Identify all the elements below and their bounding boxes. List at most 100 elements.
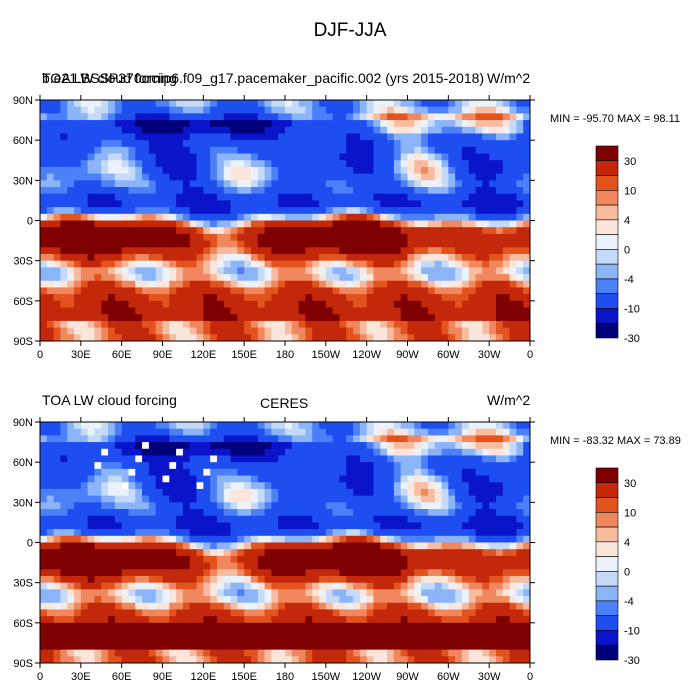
field-cell	[60, 320, 68, 329]
field-cell	[495, 220, 504, 228]
field-cell	[250, 482, 259, 490]
field-cell	[155, 327, 163, 335]
field-cell	[182, 260, 191, 268]
field-cell	[162, 495, 170, 503]
field-cell	[407, 320, 415, 329]
field-cell	[94, 133, 102, 141]
field-cell	[60, 502, 68, 510]
field-cell	[237, 100, 245, 108]
field-cell	[325, 509, 334, 517]
field-cell	[135, 100, 143, 108]
field-cell	[346, 133, 354, 141]
field-cell	[169, 126, 177, 134]
field-cell	[339, 294, 347, 302]
field-cell	[509, 133, 517, 141]
field-cell	[264, 153, 272, 161]
field-cell	[80, 294, 89, 302]
field-cell	[189, 475, 197, 483]
field-cell	[373, 294, 381, 302]
field-cell	[155, 294, 163, 302]
field-cell	[271, 280, 279, 288]
field-cell	[237, 482, 245, 490]
field-cell	[434, 180, 442, 188]
field-cell	[455, 240, 463, 248]
field-cell	[135, 187, 143, 195]
field-cell	[448, 100, 456, 108]
field-cell	[162, 575, 170, 584]
field-cell	[489, 247, 497, 255]
field-cell	[87, 106, 95, 114]
field-cell	[250, 260, 259, 268]
field-cell	[380, 207, 388, 215]
field-cell	[271, 253, 279, 262]
field-cell	[278, 166, 286, 175]
field-cell	[312, 140, 320, 148]
field-cell	[278, 193, 286, 201]
field-cell	[495, 146, 504, 154]
field-cell	[230, 146, 238, 154]
field-cell	[271, 502, 279, 510]
field-cell	[114, 100, 123, 108]
field-cell	[489, 180, 497, 188]
field-cell	[489, 428, 497, 436]
field-cell	[74, 120, 82, 128]
field-cell	[128, 575, 136, 584]
field-cell	[223, 300, 231, 308]
field-cell	[346, 247, 354, 255]
field-cell	[250, 287, 259, 295]
field-cell	[495, 260, 504, 268]
field-cell	[421, 422, 429, 430]
field-cell	[509, 106, 517, 114]
field-cell	[285, 629, 293, 637]
field-cell	[346, 207, 354, 215]
field-cell	[407, 227, 415, 235]
field-cell	[319, 133, 327, 141]
field-cell	[74, 274, 82, 282]
field-cell	[169, 555, 177, 563]
field-cell	[244, 422, 252, 430]
field-cell	[298, 207, 306, 215]
field-cell	[285, 582, 293, 590]
field-cell	[203, 166, 211, 175]
field-cell	[74, 233, 82, 241]
field-cell	[407, 106, 415, 114]
field-cell	[468, 126, 476, 134]
field-cell	[46, 455, 55, 463]
field-cell	[516, 187, 524, 195]
field-cell	[305, 300, 313, 308]
field-cell	[155, 133, 163, 141]
field-cell	[230, 535, 238, 543]
field-cell	[216, 488, 225, 497]
field-cell	[495, 320, 504, 329]
field-cell	[148, 488, 157, 497]
field-cell	[182, 274, 191, 282]
field-cell	[182, 535, 191, 543]
field-cell	[475, 153, 483, 161]
field-cell	[298, 502, 306, 510]
field-cell	[271, 569, 279, 577]
field-cell	[366, 515, 374, 523]
field-cell	[257, 448, 265, 456]
field-cell	[74, 140, 82, 148]
field-cell	[305, 240, 313, 248]
field-cell	[502, 133, 510, 141]
field-cell	[359, 522, 368, 530]
field-cell	[332, 294, 340, 302]
field-cell	[407, 146, 415, 154]
field-cell	[407, 428, 415, 436]
field-cell	[250, 300, 259, 308]
field-cell	[257, 327, 265, 335]
field-cell	[339, 173, 347, 181]
field-cell	[264, 113, 272, 121]
field-cell	[489, 468, 497, 476]
field-cell	[271, 146, 279, 154]
field-cell	[346, 529, 354, 537]
field-cell	[278, 247, 286, 255]
field-cell	[60, 596, 68, 604]
field-cell	[230, 307, 238, 315]
field-cell	[366, 495, 374, 503]
field-cell	[74, 207, 82, 215]
field-cell	[305, 133, 313, 141]
field-cell	[135, 294, 143, 302]
field-cell	[210, 482, 218, 490]
